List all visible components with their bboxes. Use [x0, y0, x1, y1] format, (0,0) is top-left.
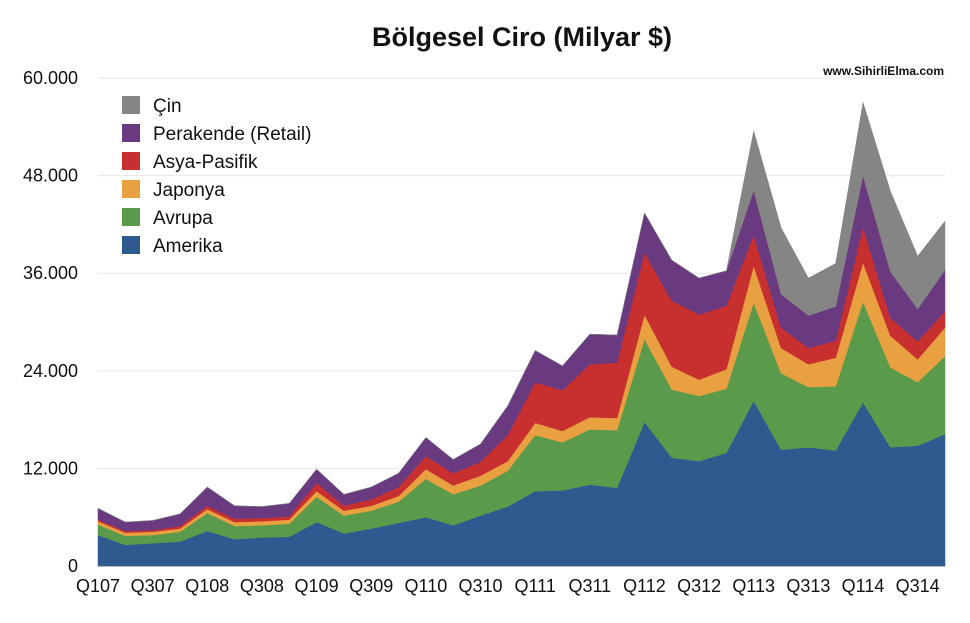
x-tick-label: Q109 [295, 576, 339, 596]
x-tick-label: Q314 [896, 576, 940, 596]
y-tick-label: 0 [68, 556, 78, 576]
x-tick-label: Q308 [240, 576, 284, 596]
area--in [97, 102, 946, 523]
x-tick-label: Q111 [514, 576, 555, 596]
legend-label: Asya-Pasifik [153, 152, 258, 173]
legend-swatch [122, 236, 140, 254]
legend-swatch [122, 152, 140, 170]
area-series [97, 102, 946, 567]
y-tick-label: 36.000 [23, 263, 78, 283]
y-tick-label: 24.000 [23, 361, 78, 381]
x-tick-label: Q112 [623, 576, 666, 596]
legend-label: Japonya [153, 180, 225, 201]
legend-swatch [122, 208, 140, 226]
legend-label: Perakende (Retail) [153, 124, 311, 145]
x-tick-label: Q107 [76, 576, 120, 596]
x-tick-label: Q108 [185, 576, 229, 596]
legend-label: Amerika [153, 236, 223, 257]
legend: Çin Perakende (Retail) Asya-Pasifik Japonya… [122, 96, 311, 257]
x-tick-label: Q311 [568, 576, 611, 596]
x-tick-label: Q313 [786, 576, 830, 596]
x-tick-label: Q310 [458, 576, 502, 596]
legend-label: Avrupa [153, 208, 213, 229]
x-tick-label: Q113 [732, 576, 775, 596]
axes: 0 12.000 24.000 36.000 48.000 60.000 Q107 Q307 Q… [23, 68, 940, 596]
x-tick-label: Q309 [349, 576, 393, 596]
y-tick-label: 60.000 [23, 68, 78, 88]
y-tick-label: 48.000 [23, 166, 78, 186]
legend-swatch [122, 180, 140, 198]
y-tick-label: 12.000 [23, 458, 78, 478]
legend-swatch [122, 124, 140, 142]
legend-label: Çin [153, 96, 182, 117]
x-tick-label: Q110 [405, 576, 448, 596]
watermark-text: www.SihirliElma.com [822, 64, 944, 78]
legend-swatch [122, 96, 140, 114]
x-tick-label: Q307 [131, 576, 175, 596]
chart-title: Bölgesel Ciro (Milyar $) [372, 22, 672, 52]
x-tick-label: Q114 [842, 576, 885, 596]
x-tick-label: Q312 [677, 576, 721, 596]
